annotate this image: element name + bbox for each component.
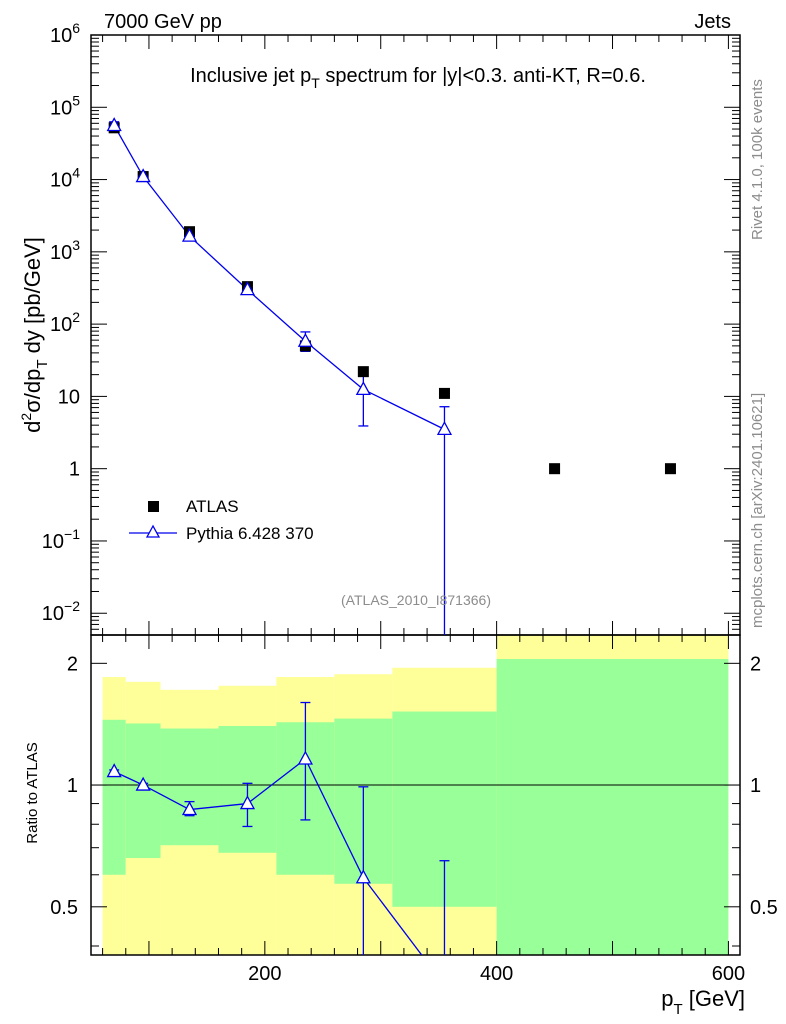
main-y-tick-label: 106 (50, 20, 80, 47)
ratio-y-tick-label-right: 0.5 (750, 897, 778, 919)
pythia-point (181, 227, 198, 242)
chart-title: Inclusive jet pT spectrum for |y|<0.3. a… (190, 65, 646, 91)
rivet-version-label: Rivet 4.1.0, 100k events (749, 79, 766, 240)
ratio-point (106, 763, 122, 778)
x-tick-label: 400 (480, 963, 513, 985)
main-y-tick-label-exp: −1 (64, 526, 80, 542)
main-y-tick-label: 102 (50, 309, 80, 336)
ratio-uncertainty-bands (102, 635, 729, 955)
main-plot-frame (90, 34, 741, 636)
mcplots-label: mcplots.cern.ch [arXiv:2401.10621] (749, 393, 766, 628)
atlas-point (357, 366, 369, 378)
main-y-tick-label-base: 10 (50, 25, 72, 47)
main-data-marks (106, 117, 676, 635)
main-y-tick-label-exp: 2 (72, 309, 80, 325)
legend: ATLAS Pythia 6.428 370 (129, 497, 314, 543)
main-y-tick-label-base: 10 (58, 386, 80, 408)
pythia-line (113, 125, 445, 430)
main-y-tick-label-exp: −2 (64, 598, 80, 614)
atlas-point (664, 463, 676, 475)
ratio-y-tick-label-right: 2 (750, 653, 761, 675)
ratio-y-tick-label-left: 2 (67, 653, 78, 675)
main-y-tick-label: 10−1 (42, 526, 80, 553)
main-y-tick-label-base: 1 (69, 459, 80, 481)
legend-atlas-label: ATLAS (186, 497, 239, 516)
header-right: Jets (694, 11, 731, 33)
main-y-tick-label: 105 (50, 92, 80, 119)
ratio-data-marks (106, 701, 450, 955)
analysis-tag: (ATLAS_2010_I871366) (341, 592, 491, 608)
main-y-tick-label: 104 (50, 165, 80, 192)
atlas-point (438, 387, 450, 399)
ratio-y-tick-label-left: 0.5 (50, 897, 78, 919)
ratio-y-tick-label-right: 1 (750, 775, 761, 797)
ratio-point (135, 776, 151, 791)
pythia-point (239, 281, 256, 296)
green-band-0 (102, 719, 126, 875)
main-y-tick-label-exp: 3 (72, 237, 80, 253)
x-tick-label: 200 (248, 963, 281, 985)
ratio-plot-frame (90, 634, 741, 956)
main-y-tick-label: 103 (50, 237, 80, 264)
main-y-tick-label-base: 10 (42, 603, 64, 625)
ratio-clipped-group (106, 701, 450, 955)
green-band-7 (496, 658, 729, 955)
ratio-y-axis-label: Ratio to ATLAS (24, 742, 41, 843)
legend-pythia-label: Pythia 6.428 370 (186, 524, 314, 543)
main-y-tick-label-base: 10 (50, 242, 72, 264)
main-y-tick-label: 10−2 (42, 598, 80, 625)
main-y-tick-label-base: 10 (50, 170, 72, 192)
pythia-point (355, 381, 371, 396)
pythia-point (106, 117, 122, 132)
main-y-tick-label-exp: 5 (72, 92, 80, 108)
main-y-tick-label-base: 10 (50, 97, 72, 119)
main-y-tick-label-base: 10 (42, 531, 64, 553)
ratio-point (297, 750, 313, 765)
pythia-point (135, 168, 151, 183)
ratio-point (181, 801, 198, 816)
main-y-tick-label-exp: 6 (72, 20, 80, 36)
ratio-point (355, 869, 371, 884)
main-y-tick-label: 10 (58, 386, 80, 408)
header-left: 7000 GeV pp (104, 11, 222, 33)
ratio-y-tick-label-left: 1 (67, 775, 78, 797)
legend-pythia-marker (145, 524, 161, 538)
pythia-point (297, 332, 313, 347)
main-y-axis-label: d2σ/dpT dy [pb/GeV] (18, 237, 51, 433)
pythia-point (436, 420, 453, 436)
x-tick-label: 600 (712, 963, 745, 985)
atlas-point (549, 463, 561, 475)
main-y-tick-label-base: 10 (50, 314, 72, 336)
green-band-2 (160, 728, 219, 846)
main-y-tick-label: 1 (69, 459, 80, 481)
ratio-point (239, 795, 256, 810)
ratio-axis-ticks: 0.5 1 2 0.5 1 2 200 400 600 (50, 635, 778, 985)
legend-atlas-marker (148, 501, 159, 512)
x-axis-label: pT [GeV] (661, 986, 745, 1018)
main-y-tick-label-exp: 4 (72, 165, 80, 181)
